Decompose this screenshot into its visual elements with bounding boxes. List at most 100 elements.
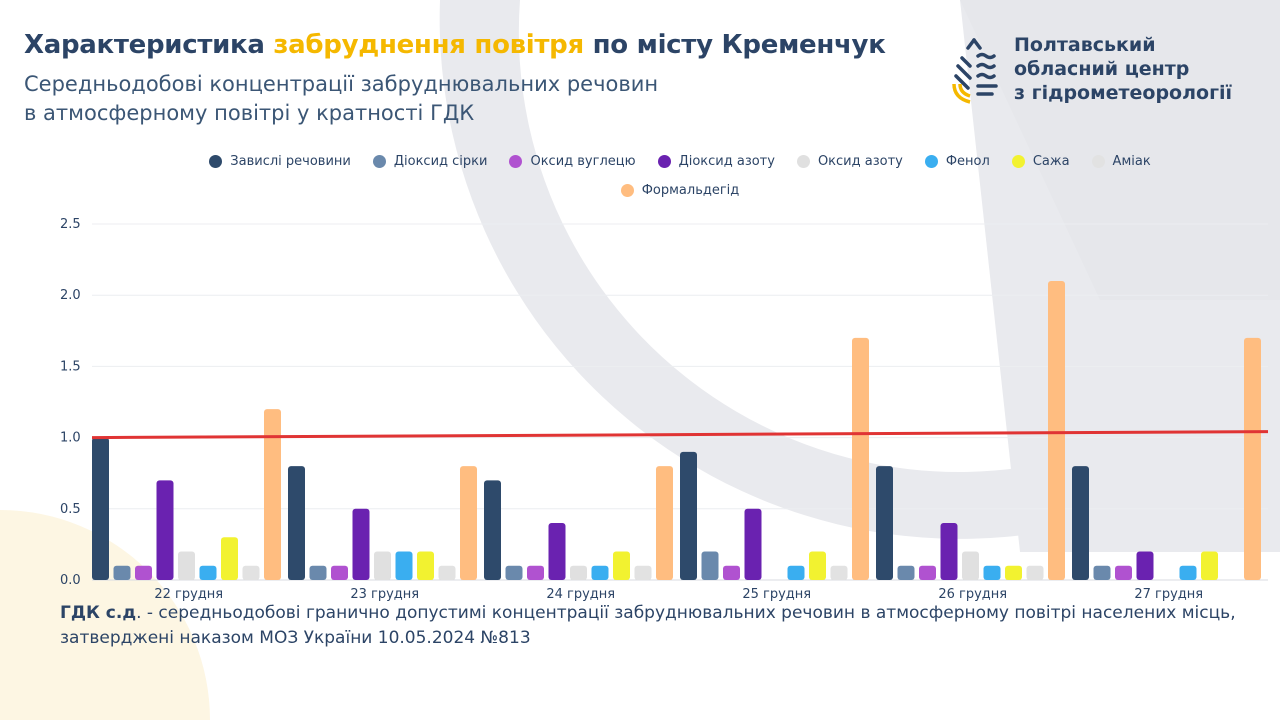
legend-label: Формальдегід bbox=[641, 183, 740, 198]
legend-item[interactable]: Фенол bbox=[924, 154, 990, 169]
bar-2-4 bbox=[919, 565, 936, 580]
bar-4-4 bbox=[962, 551, 979, 580]
bar-6-4 bbox=[1005, 565, 1022, 580]
bar-2-0 bbox=[135, 565, 152, 580]
bar-0-2 bbox=[484, 480, 501, 580]
bar-3-3 bbox=[744, 508, 762, 580]
legend-item[interactable]: Сажа bbox=[1011, 154, 1070, 169]
x-tick-label: 26 грудня bbox=[938, 587, 1007, 602]
organization-name: Полтавський обласний центр з гідрометеор… bbox=[1014, 34, 1233, 104]
bar-5-4 bbox=[983, 565, 1001, 580]
bar-7-1 bbox=[438, 565, 456, 580]
bar-6-5 bbox=[1201, 551, 1218, 580]
legend-label: Оксид азоту bbox=[817, 154, 903, 169]
legend-item[interactable]: Оксид азоту bbox=[796, 154, 903, 169]
bar-2-3 bbox=[723, 565, 740, 580]
y-tick-label: 1.0 bbox=[60, 431, 81, 446]
bar-3-4 bbox=[940, 523, 958, 580]
legend-marker-icon bbox=[924, 155, 938, 168]
legend-label: Діоксид сірки bbox=[393, 154, 488, 169]
legend-item[interactable]: Діоксид азоту bbox=[657, 154, 775, 169]
footnote: ГДК с.д. - середньодобові гранично допус… bbox=[60, 603, 1236, 648]
bar-3-2 bbox=[548, 523, 566, 580]
legend-item[interactable]: Завислі речовини bbox=[209, 154, 351, 169]
decorative-arc bbox=[439, 0, 1200, 539]
bar-1-5 bbox=[1093, 565, 1111, 580]
x-tick-label: 25 грудня bbox=[742, 587, 811, 602]
bar-5-1 bbox=[395, 551, 413, 580]
bar-0-3 bbox=[680, 451, 697, 580]
bar-5-3 bbox=[787, 565, 805, 580]
legend-label: Сажа bbox=[1032, 154, 1070, 169]
legend-marker-icon bbox=[1091, 155, 1105, 168]
legend-label: Фенол bbox=[945, 154, 990, 169]
bar-0-0 bbox=[92, 437, 109, 580]
legend-label: Оксид вуглецю bbox=[530, 154, 636, 169]
legend-label: Діоксид азоту bbox=[678, 154, 775, 169]
page-title: Характеристика забруднення повітря по мі… bbox=[24, 30, 886, 60]
bar-7-3 bbox=[830, 565, 848, 580]
bar-2-1 bbox=[331, 565, 348, 580]
bar-2-5 bbox=[1115, 565, 1132, 580]
bar-8-4 bbox=[1048, 280, 1065, 580]
bar-0-5 bbox=[1072, 466, 1089, 580]
bar-3-5 bbox=[1136, 551, 1154, 580]
bar-2-2 bbox=[527, 565, 544, 580]
bar-6-0 bbox=[221, 537, 238, 580]
bar-5-2 bbox=[591, 565, 609, 580]
x-tick-label: 27 грудня bbox=[1134, 587, 1203, 602]
bar-3-1 bbox=[352, 508, 370, 580]
page-subtitle: Середньодобові концентрації забруднюваль… bbox=[24, 72, 659, 125]
bar-1-3 bbox=[701, 551, 719, 580]
y-tick-label: 0.0 bbox=[60, 573, 81, 588]
bar-3-0 bbox=[156, 480, 174, 580]
bar-1-1 bbox=[309, 565, 327, 580]
bar-5-0 bbox=[199, 565, 217, 580]
legend-marker-icon bbox=[509, 155, 523, 168]
bar-8-0 bbox=[264, 409, 281, 580]
bar-6-3 bbox=[809, 551, 826, 580]
legend-item[interactable]: Діоксид сірки bbox=[372, 154, 488, 169]
y-tick-label: 1.5 bbox=[60, 359, 81, 374]
bar-0-1 bbox=[288, 466, 305, 580]
legend-item[interactable]: Оксид вуглецю bbox=[509, 154, 636, 169]
bar-8-3 bbox=[852, 337, 869, 580]
legend-item[interactable]: Формальдегід bbox=[620, 183, 740, 198]
y-tick-label: 2.5 bbox=[60, 217, 81, 232]
x-tick-label: 23 грудня bbox=[350, 587, 419, 602]
bar-4-2 bbox=[570, 565, 587, 580]
bar-1-0 bbox=[113, 565, 131, 580]
legend-label: Аміак bbox=[1112, 154, 1151, 169]
legend-label: Завислі речовини bbox=[230, 154, 351, 169]
y-tick-label: 2.0 bbox=[60, 288, 81, 303]
bar-1-2 bbox=[505, 565, 523, 580]
legend-item[interactable]: Аміак bbox=[1091, 154, 1151, 169]
decorative-panel-top bbox=[960, 0, 1280, 300]
decorative-corner bbox=[0, 510, 210, 720]
hydromet-logo-icon bbox=[952, 38, 998, 104]
bar-5-5 bbox=[1179, 565, 1197, 580]
x-tick-label: 22 грудня bbox=[154, 587, 223, 602]
reference-line-gdk bbox=[91, 430, 1269, 440]
legend-marker-icon bbox=[620, 184, 634, 197]
bar-8-1 bbox=[460, 466, 477, 580]
legend-marker-icon bbox=[796, 155, 810, 168]
bar-7-2 bbox=[634, 565, 652, 580]
bar-8-2 bbox=[656, 466, 673, 580]
legend-marker-icon bbox=[209, 155, 223, 168]
bar-6-1 bbox=[417, 551, 434, 580]
bar-6-2 bbox=[613, 551, 630, 580]
bar-7-0 bbox=[242, 565, 260, 580]
bar-0-4 bbox=[876, 466, 893, 580]
x-tick-label: 24 грудня bbox=[546, 587, 615, 602]
y-tick-label: 0.5 bbox=[60, 502, 81, 517]
chart-legend: Завислі речовини Діоксид сірки Оксид вугле… bbox=[150, 154, 1210, 212]
legend-marker-icon bbox=[657, 155, 671, 168]
bar-8-5 bbox=[1244, 337, 1261, 580]
legend-marker-icon bbox=[372, 155, 386, 168]
bar-1-4 bbox=[897, 565, 915, 580]
legend-marker-icon bbox=[1011, 155, 1025, 168]
bar-7-4 bbox=[1026, 565, 1044, 580]
